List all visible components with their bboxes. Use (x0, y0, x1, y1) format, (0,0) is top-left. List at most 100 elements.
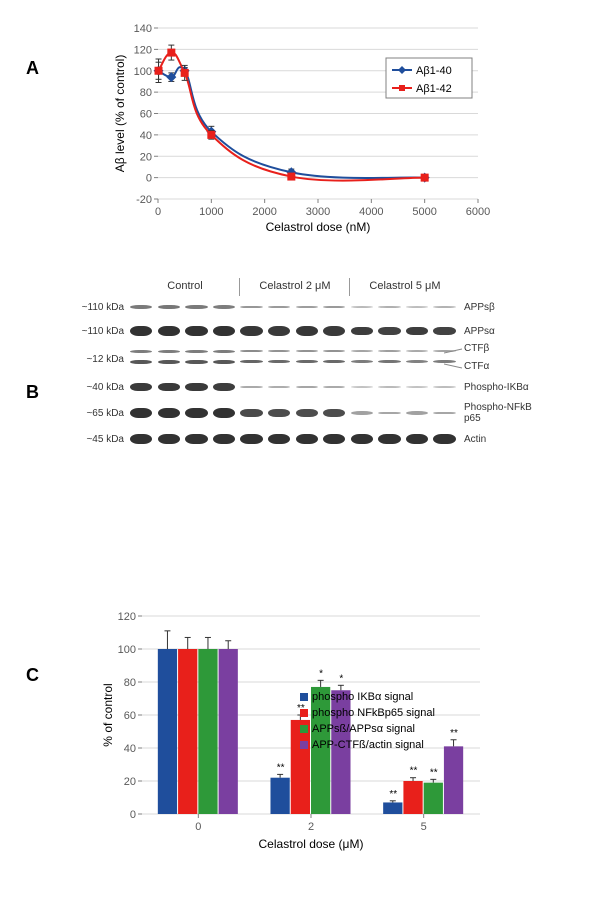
svg-text:**: ** (450, 728, 458, 739)
mw-label: ~45 kDa (70, 434, 128, 445)
blot-lane (211, 432, 238, 446)
svg-text:2000: 2000 (252, 206, 276, 218)
blot-lane (321, 432, 348, 446)
blot-row: ~12 kDaCTFβCTFα (70, 346, 550, 372)
svg-text:120: 120 (134, 44, 152, 56)
svg-text:5: 5 (421, 821, 427, 833)
svg-text:100: 100 (118, 644, 136, 656)
blot-lane (293, 432, 320, 446)
blot-lane (238, 324, 265, 338)
svg-text:Aβ1-42: Aβ1-42 (416, 83, 452, 95)
blot-lane (156, 324, 183, 338)
blot-lane (376, 432, 403, 446)
blot-lane (128, 346, 155, 372)
svg-text:*: * (319, 668, 323, 679)
blot-lane (238, 406, 265, 420)
svg-text:**: ** (410, 766, 418, 777)
blot-lane (376, 324, 403, 338)
blot-lane (431, 300, 458, 314)
svg-text:0: 0 (130, 809, 136, 821)
blot-lane (321, 346, 348, 372)
svg-text:Aβ1-40: Aβ1-40 (416, 65, 452, 77)
mw-label: ~110 kDa (70, 326, 128, 337)
panel-a-chart: -200204060801001201400100020003000400050… (110, 20, 490, 235)
svg-text:60: 60 (124, 710, 136, 722)
svg-text:5000: 5000 (412, 206, 436, 218)
blot-lane (293, 346, 320, 372)
svg-text:1000: 1000 (199, 206, 223, 218)
blot-lane (431, 380, 458, 394)
blot-lane (183, 380, 210, 394)
blot-lane (183, 300, 210, 314)
blot-lane (376, 380, 403, 394)
svg-text:APP-CTFß/actin signal: APP-CTFß/actin signal (312, 739, 424, 751)
blot-lane (321, 300, 348, 314)
blot-lane (183, 406, 210, 420)
svg-text:Celastrol dose (nM): Celastrol dose (nM) (266, 220, 371, 234)
blot-lane (211, 380, 238, 394)
svg-text:140: 140 (134, 23, 152, 35)
blot-lane (293, 300, 320, 314)
panel-c-label: C (26, 665, 39, 686)
blot-lane (156, 346, 183, 372)
blot-lane (211, 300, 238, 314)
blot-lane (349, 406, 376, 420)
protein-label: APPsα (458, 326, 548, 337)
blot-lane (431, 406, 458, 420)
svg-text:*: * (339, 673, 343, 684)
protein-label: APPsβ (458, 302, 548, 313)
blot-lane (349, 300, 376, 314)
protein-label: CTFβCTFα (458, 346, 548, 372)
svg-text:0: 0 (155, 206, 161, 218)
blot-lane (156, 406, 183, 420)
blot-lane (238, 380, 265, 394)
blot-lane (238, 432, 265, 446)
blot-lane (266, 300, 293, 314)
blot-lane (431, 432, 458, 446)
svg-text:20: 20 (124, 776, 136, 788)
blot-lane (183, 346, 210, 372)
svg-text:**: ** (389, 789, 397, 800)
protein-label: Phospho-IKBα (458, 382, 548, 393)
blot-lane (238, 346, 265, 372)
blot-lane (321, 380, 348, 394)
blot-row: ~110 kDa APPsα (70, 322, 550, 340)
panel-b-blot: ControlCelastrol 2 μMCelastrol 5 μM~110 … (70, 280, 550, 448)
blot-lane (349, 432, 376, 446)
blot-lane (183, 432, 210, 446)
blot-lane (128, 406, 155, 420)
svg-text:20: 20 (140, 151, 152, 163)
blot-lane (128, 324, 155, 338)
blot-lane (128, 380, 155, 394)
blot-lane (404, 406, 431, 420)
svg-text:40: 40 (124, 743, 136, 755)
blot-lane (349, 380, 376, 394)
svg-text:100: 100 (134, 66, 152, 78)
mw-label: ~110 kDa (70, 302, 128, 313)
svg-text:2: 2 (308, 821, 314, 833)
blot-lane (266, 346, 293, 372)
panel-b-label: B (26, 382, 39, 403)
svg-text:0: 0 (146, 173, 152, 185)
blot-condition-label: Celastrol 5 μM (350, 280, 460, 292)
svg-text:0: 0 (195, 821, 201, 833)
blot-lane (404, 380, 431, 394)
svg-text:40: 40 (140, 130, 152, 142)
panel-c-chart: 0204060801001200******2********5% of con… (98, 606, 492, 854)
svg-text:60: 60 (140, 109, 152, 121)
svg-text:phospho NFkBp65 signal: phospho NFkBp65 signal (312, 707, 435, 719)
blot-lane (183, 324, 210, 338)
blot-lane (431, 324, 458, 338)
protein-label: Actin (458, 434, 548, 445)
svg-text:3000: 3000 (306, 206, 330, 218)
mw-label: ~40 kDa (70, 382, 128, 393)
blot-row: ~45 kDa Actin (70, 430, 550, 448)
blot-lane (376, 346, 403, 372)
svg-text:% of control: % of control (101, 683, 115, 746)
svg-text:4000: 4000 (359, 206, 383, 218)
blot-lane (156, 300, 183, 314)
svg-text:APPsß/APPsα signal: APPsß/APPsα signal (312, 723, 415, 735)
svg-text:Aβ level (% of control): Aβ level (% of control) (113, 55, 127, 173)
blot-lane (321, 324, 348, 338)
blot-lane (321, 406, 348, 420)
